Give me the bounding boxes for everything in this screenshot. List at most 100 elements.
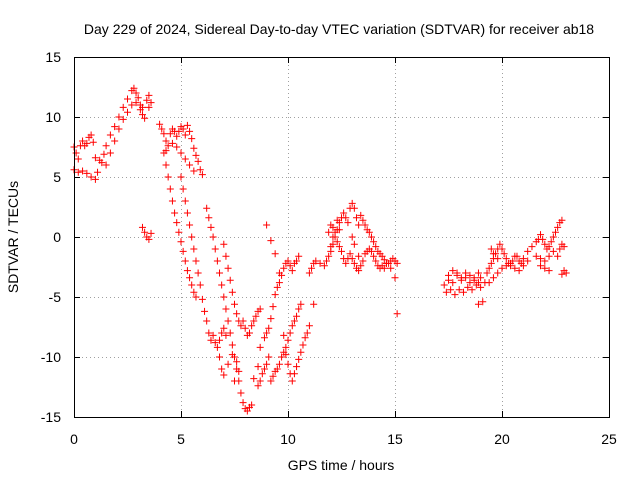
data-point [479, 298, 487, 306]
data-point [344, 219, 352, 227]
data-point [269, 303, 277, 311]
data-point [293, 312, 301, 320]
data-point [233, 358, 241, 366]
data-point [239, 317, 247, 325]
grid-lines [74, 57, 609, 417]
data-point [241, 324, 249, 332]
y-tick-label: -15 [41, 409, 61, 425]
data-point [271, 291, 279, 299]
data-point [549, 247, 557, 255]
data-point [177, 238, 185, 246]
data-point [168, 139, 176, 147]
data-point [284, 336, 292, 344]
data-point [156, 120, 164, 128]
data-point [213, 257, 221, 265]
data-point [173, 132, 181, 140]
data-point [265, 324, 273, 332]
data-point [489, 274, 497, 282]
data-point [115, 125, 123, 133]
data-point [316, 259, 324, 267]
data-point [209, 331, 217, 339]
data-point [213, 343, 221, 351]
data-point [145, 91, 153, 99]
data-point [260, 365, 268, 373]
data-point [179, 247, 187, 255]
data-point [263, 360, 271, 368]
data-point [335, 226, 343, 234]
data-point [181, 155, 189, 163]
data-point [231, 377, 238, 385]
data-point [342, 259, 350, 267]
data-point [198, 171, 206, 179]
data-point [340, 209, 348, 217]
data-point [513, 252, 521, 260]
data-point [541, 264, 549, 272]
data-point [299, 341, 307, 349]
data-point [201, 307, 209, 315]
data-point [282, 351, 290, 359]
data-point [111, 137, 119, 145]
data-point [181, 131, 189, 139]
data-point [500, 250, 508, 258]
data-point [173, 143, 181, 151]
data-point [440, 281, 448, 289]
data-point [231, 300, 238, 308]
data-point [130, 84, 138, 92]
data-point [228, 351, 236, 359]
data-point [286, 262, 294, 270]
data-point [89, 138, 97, 146]
data-point [138, 223, 146, 231]
data-point [357, 211, 365, 219]
data-point [175, 228, 183, 236]
data-point [372, 257, 380, 265]
data-point [370, 252, 378, 260]
data-point [342, 214, 350, 222]
data-point [198, 295, 206, 303]
data-point [102, 161, 110, 169]
data-point [348, 199, 356, 207]
data-point [380, 264, 388, 272]
data-point [359, 216, 367, 224]
data-point [192, 293, 200, 301]
data-point [346, 250, 354, 258]
data-point [387, 264, 395, 272]
data-point [222, 331, 230, 339]
data-point [290, 370, 298, 378]
data-point [102, 142, 110, 150]
data-point [361, 221, 369, 229]
data-point [537, 262, 545, 270]
data-point [106, 149, 114, 157]
data-point [74, 168, 82, 176]
data-point [333, 216, 341, 224]
data-point [162, 161, 170, 169]
data-point [273, 283, 281, 291]
x-tick-label: 25 [601, 431, 617, 447]
data-point [562, 269, 570, 277]
data-point [186, 127, 194, 135]
data-point [256, 305, 264, 313]
chart-title: Day 229 of 2024, Sidereal Day-to-day VTE… [84, 21, 594, 37]
data-point [312, 257, 320, 265]
data-point [537, 231, 545, 239]
data-point [192, 257, 200, 265]
data-point [250, 375, 258, 383]
data-point [171, 209, 179, 217]
data-point [158, 125, 166, 133]
data-point [288, 322, 296, 330]
data-point [303, 329, 311, 337]
data-point [378, 252, 386, 260]
data-point [183, 209, 191, 217]
data-point [325, 228, 333, 236]
data-point [250, 317, 258, 325]
data-point [393, 259, 401, 267]
data-point [177, 173, 185, 181]
data-point [145, 235, 153, 243]
y-axis-title: SDTVAR / TECUs [5, 181, 21, 293]
data-point [228, 341, 236, 349]
data-point [132, 99, 140, 107]
data-point [275, 269, 283, 277]
data-point [218, 365, 226, 373]
data-point [209, 233, 217, 241]
data-point [173, 219, 181, 227]
y-tick-label: 15 [45, 49, 61, 65]
